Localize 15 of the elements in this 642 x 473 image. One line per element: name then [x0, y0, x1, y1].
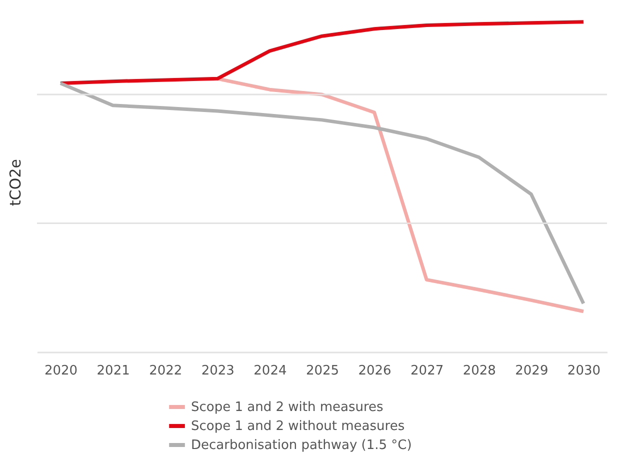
x-tick-label: 2023	[201, 364, 234, 378]
x-tick-label: 2030	[567, 364, 601, 378]
x-tick-label: 2020	[44, 364, 78, 378]
legend-label: Decarbonisation pathway (1.5 °C)	[191, 438, 412, 453]
legend-label: Scope 1 and 2 with measures	[191, 400, 384, 415]
x-tick-label: 2022	[149, 364, 182, 378]
x-tick-label: 2028	[462, 364, 496, 378]
x-tick-label: 2025	[306, 364, 340, 378]
x-tick-label: 2021	[96, 364, 130, 378]
x-tick-label: 2029	[515, 364, 548, 378]
legend-label: Scope 1 and 2 without measures	[191, 419, 405, 434]
x-tick-label: 2027	[410, 364, 444, 378]
y-axis-title: tCO2e	[6, 159, 24, 206]
x-tick-label: 2026	[358, 364, 392, 378]
x-tick-label: 2024	[254, 364, 287, 378]
